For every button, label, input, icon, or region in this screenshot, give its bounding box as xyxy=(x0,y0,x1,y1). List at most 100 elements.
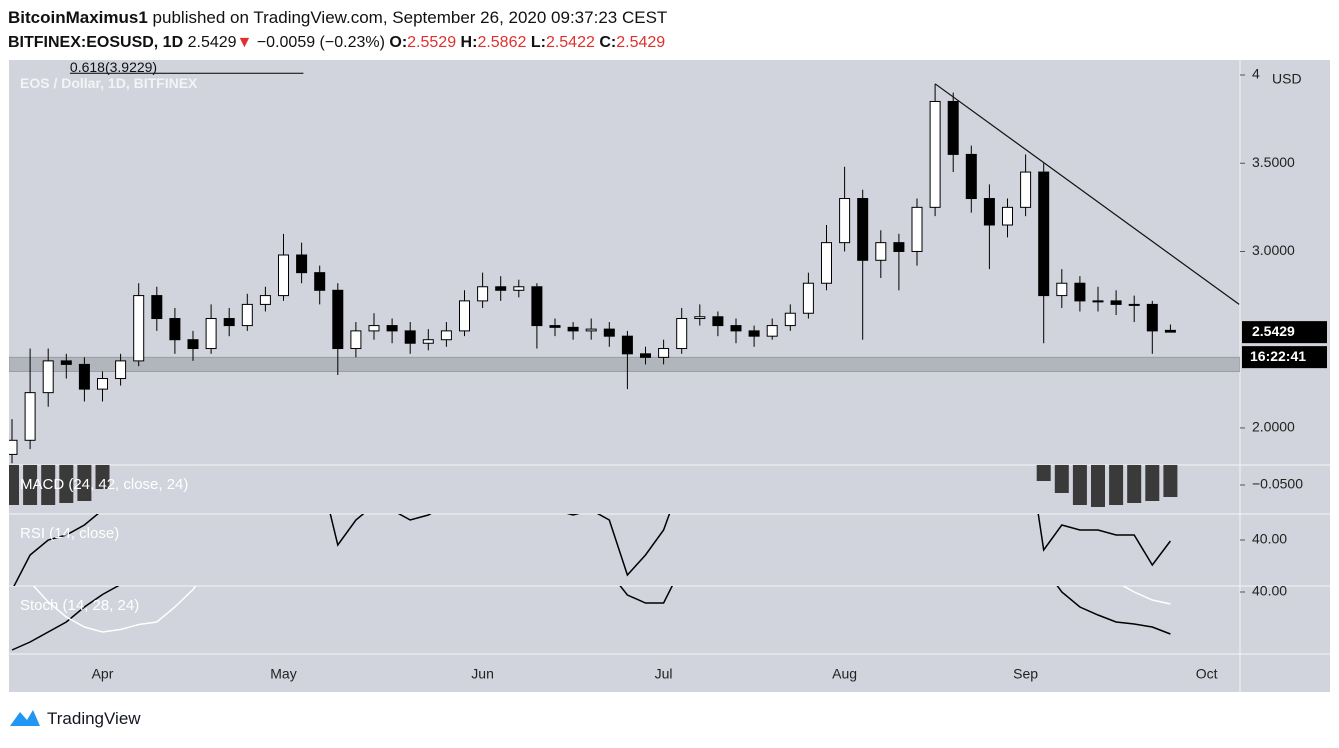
low: 2.5422 xyxy=(546,34,595,51)
high-label: H: xyxy=(461,34,478,51)
candle-body xyxy=(531,286,543,327)
histogram-bar xyxy=(1145,465,1160,501)
candle-body xyxy=(513,286,525,291)
high: 2.5862 xyxy=(477,34,526,51)
histogram-bar xyxy=(59,465,74,503)
candle-body xyxy=(296,254,308,274)
candle-body xyxy=(1056,282,1068,297)
author: BitcoinMaximus1 xyxy=(8,8,148,27)
candle-body xyxy=(1038,171,1050,297)
low-label: L: xyxy=(531,34,546,51)
candle-body xyxy=(766,325,778,337)
candle-body xyxy=(368,325,380,332)
candle-body xyxy=(748,330,760,337)
candle-body xyxy=(947,100,959,155)
pane-title: RSI (14, close) xyxy=(20,525,119,542)
last-price-box xyxy=(1242,321,1327,344)
candle-body xyxy=(929,100,941,208)
histogram-bar xyxy=(1163,465,1178,497)
candle-body xyxy=(259,295,271,305)
candle-body xyxy=(78,363,90,390)
candle-body xyxy=(549,325,561,328)
support-zone xyxy=(9,356,1240,372)
candle-body xyxy=(1092,300,1104,303)
candle-body xyxy=(821,242,832,284)
candle-body xyxy=(1128,303,1140,306)
candle-body xyxy=(314,272,326,291)
candle-body xyxy=(1146,303,1158,332)
trendline xyxy=(934,83,1240,305)
histogram-bar xyxy=(41,465,56,505)
open-label: O: xyxy=(389,34,407,51)
chart-background xyxy=(9,60,1330,692)
candle-body xyxy=(1074,282,1086,302)
countdown: 16:22:41 xyxy=(1250,348,1306,364)
x-tick-label: Jul xyxy=(655,666,673,682)
candle-body xyxy=(875,242,887,261)
candle-body xyxy=(151,295,163,320)
candle-body xyxy=(857,198,869,261)
candle-body xyxy=(97,378,108,390)
candle-body xyxy=(350,330,362,350)
price-pane: 0.618(3.9229) xyxy=(9,60,1240,464)
y-tick-label: −0.0500 xyxy=(1252,476,1303,492)
macd-pane xyxy=(9,465,1178,507)
candle-body xyxy=(911,206,923,252)
histogram-bar xyxy=(1127,465,1142,503)
histogram-bar xyxy=(1091,465,1105,507)
candle-body xyxy=(24,392,36,441)
change: −0.0059 (−0.23%) xyxy=(257,34,385,51)
candle-body xyxy=(585,328,597,332)
y-tick-label: 3.5000 xyxy=(1252,154,1295,170)
x-tick-label: Jun xyxy=(471,666,494,682)
candle-body xyxy=(205,318,217,350)
close-label: C: xyxy=(599,34,616,51)
histogram-bar xyxy=(1109,465,1124,505)
pane-title: MACD (24, 42, close, 24) xyxy=(20,476,188,493)
candle-body xyxy=(730,325,742,332)
candle-body xyxy=(802,282,814,314)
candle-body xyxy=(712,316,724,327)
logo-icon xyxy=(10,710,40,726)
x-tick-label: Sep xyxy=(1013,666,1038,682)
histogram-bar xyxy=(95,465,110,489)
candle-body xyxy=(187,339,199,350)
candle-body xyxy=(241,303,253,327)
candle-body xyxy=(567,326,579,332)
candle-body xyxy=(9,439,18,455)
candle-body xyxy=(60,360,72,365)
candle-body xyxy=(603,328,615,337)
legend: EOS / Dollar, 1D, BITFINEX xyxy=(20,75,198,91)
candle-body xyxy=(404,330,416,344)
candle-body xyxy=(784,312,796,327)
last-price: 2.5429 xyxy=(1252,323,1295,339)
candle-body xyxy=(169,318,181,341)
pane-title: Stoch (14, 28, 24) xyxy=(20,597,139,614)
candle-body xyxy=(115,360,127,380)
candle-body xyxy=(839,198,851,244)
candle-body xyxy=(676,318,688,350)
symbol-line: BITFINEX:EOSUSD, 1D 2.5429▼ −0.0059 (−0.… xyxy=(8,34,665,51)
histogram-bar xyxy=(9,465,19,505)
candle-body xyxy=(459,300,470,332)
candle-body xyxy=(332,289,344,350)
x-tick-label: May xyxy=(270,666,296,682)
candle-body xyxy=(278,254,289,297)
price: 2.5429 xyxy=(188,34,237,51)
histogram-bar xyxy=(23,465,38,505)
candle-body xyxy=(1164,329,1176,333)
y-tick-label: 40.00 xyxy=(1252,583,1287,599)
x-tick-label: Oct xyxy=(1196,666,1218,682)
candle-body xyxy=(1002,206,1013,226)
candle-body xyxy=(965,153,977,200)
tradingview-logo: TradingView xyxy=(10,709,141,728)
y-tick-label: 40.00 xyxy=(1252,531,1287,547)
histogram-bar xyxy=(1072,465,1087,505)
candle-body xyxy=(1110,300,1122,305)
candle-body xyxy=(893,242,905,252)
histogram-bar xyxy=(1054,465,1069,493)
open: 2.5529 xyxy=(407,34,456,51)
candle-body xyxy=(495,286,507,291)
